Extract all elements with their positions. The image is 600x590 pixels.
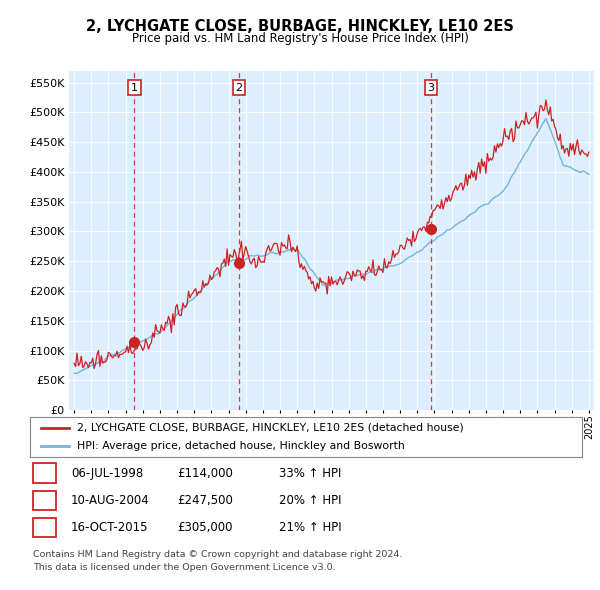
Text: 06-JUL-1998: 06-JUL-1998 [71,467,143,480]
Text: 10-AUG-2004: 10-AUG-2004 [71,494,149,507]
Text: 21% ↑ HPI: 21% ↑ HPI [279,521,341,534]
Text: £305,000: £305,000 [177,521,233,534]
Text: 2, LYCHGATE CLOSE, BURBAGE, HINCKLEY, LE10 2ES: 2, LYCHGATE CLOSE, BURBAGE, HINCKLEY, LE… [86,19,514,34]
Text: This data is licensed under the Open Government Licence v3.0.: This data is licensed under the Open Gov… [33,563,335,572]
Text: £247,500: £247,500 [177,494,233,507]
Text: Contains HM Land Registry data © Crown copyright and database right 2024.: Contains HM Land Registry data © Crown c… [33,550,403,559]
Text: 3: 3 [427,83,434,93]
Text: 3: 3 [41,521,48,534]
Text: 20% ↑ HPI: 20% ↑ HPI [279,494,341,507]
Text: 1: 1 [131,83,138,93]
Text: 16-OCT-2015: 16-OCT-2015 [71,521,148,534]
Text: HPI: Average price, detached house, Hinckley and Bosworth: HPI: Average price, detached house, Hinc… [77,441,404,451]
Text: 2: 2 [235,83,242,93]
Text: 2: 2 [41,494,48,507]
Text: £114,000: £114,000 [177,467,233,480]
Text: 2, LYCHGATE CLOSE, BURBAGE, HINCKLEY, LE10 2ES (detached house): 2, LYCHGATE CLOSE, BURBAGE, HINCKLEY, LE… [77,423,464,433]
Text: Price paid vs. HM Land Registry's House Price Index (HPI): Price paid vs. HM Land Registry's House … [131,32,469,45]
Text: 33% ↑ HPI: 33% ↑ HPI [279,467,341,480]
Text: 1: 1 [41,467,48,480]
